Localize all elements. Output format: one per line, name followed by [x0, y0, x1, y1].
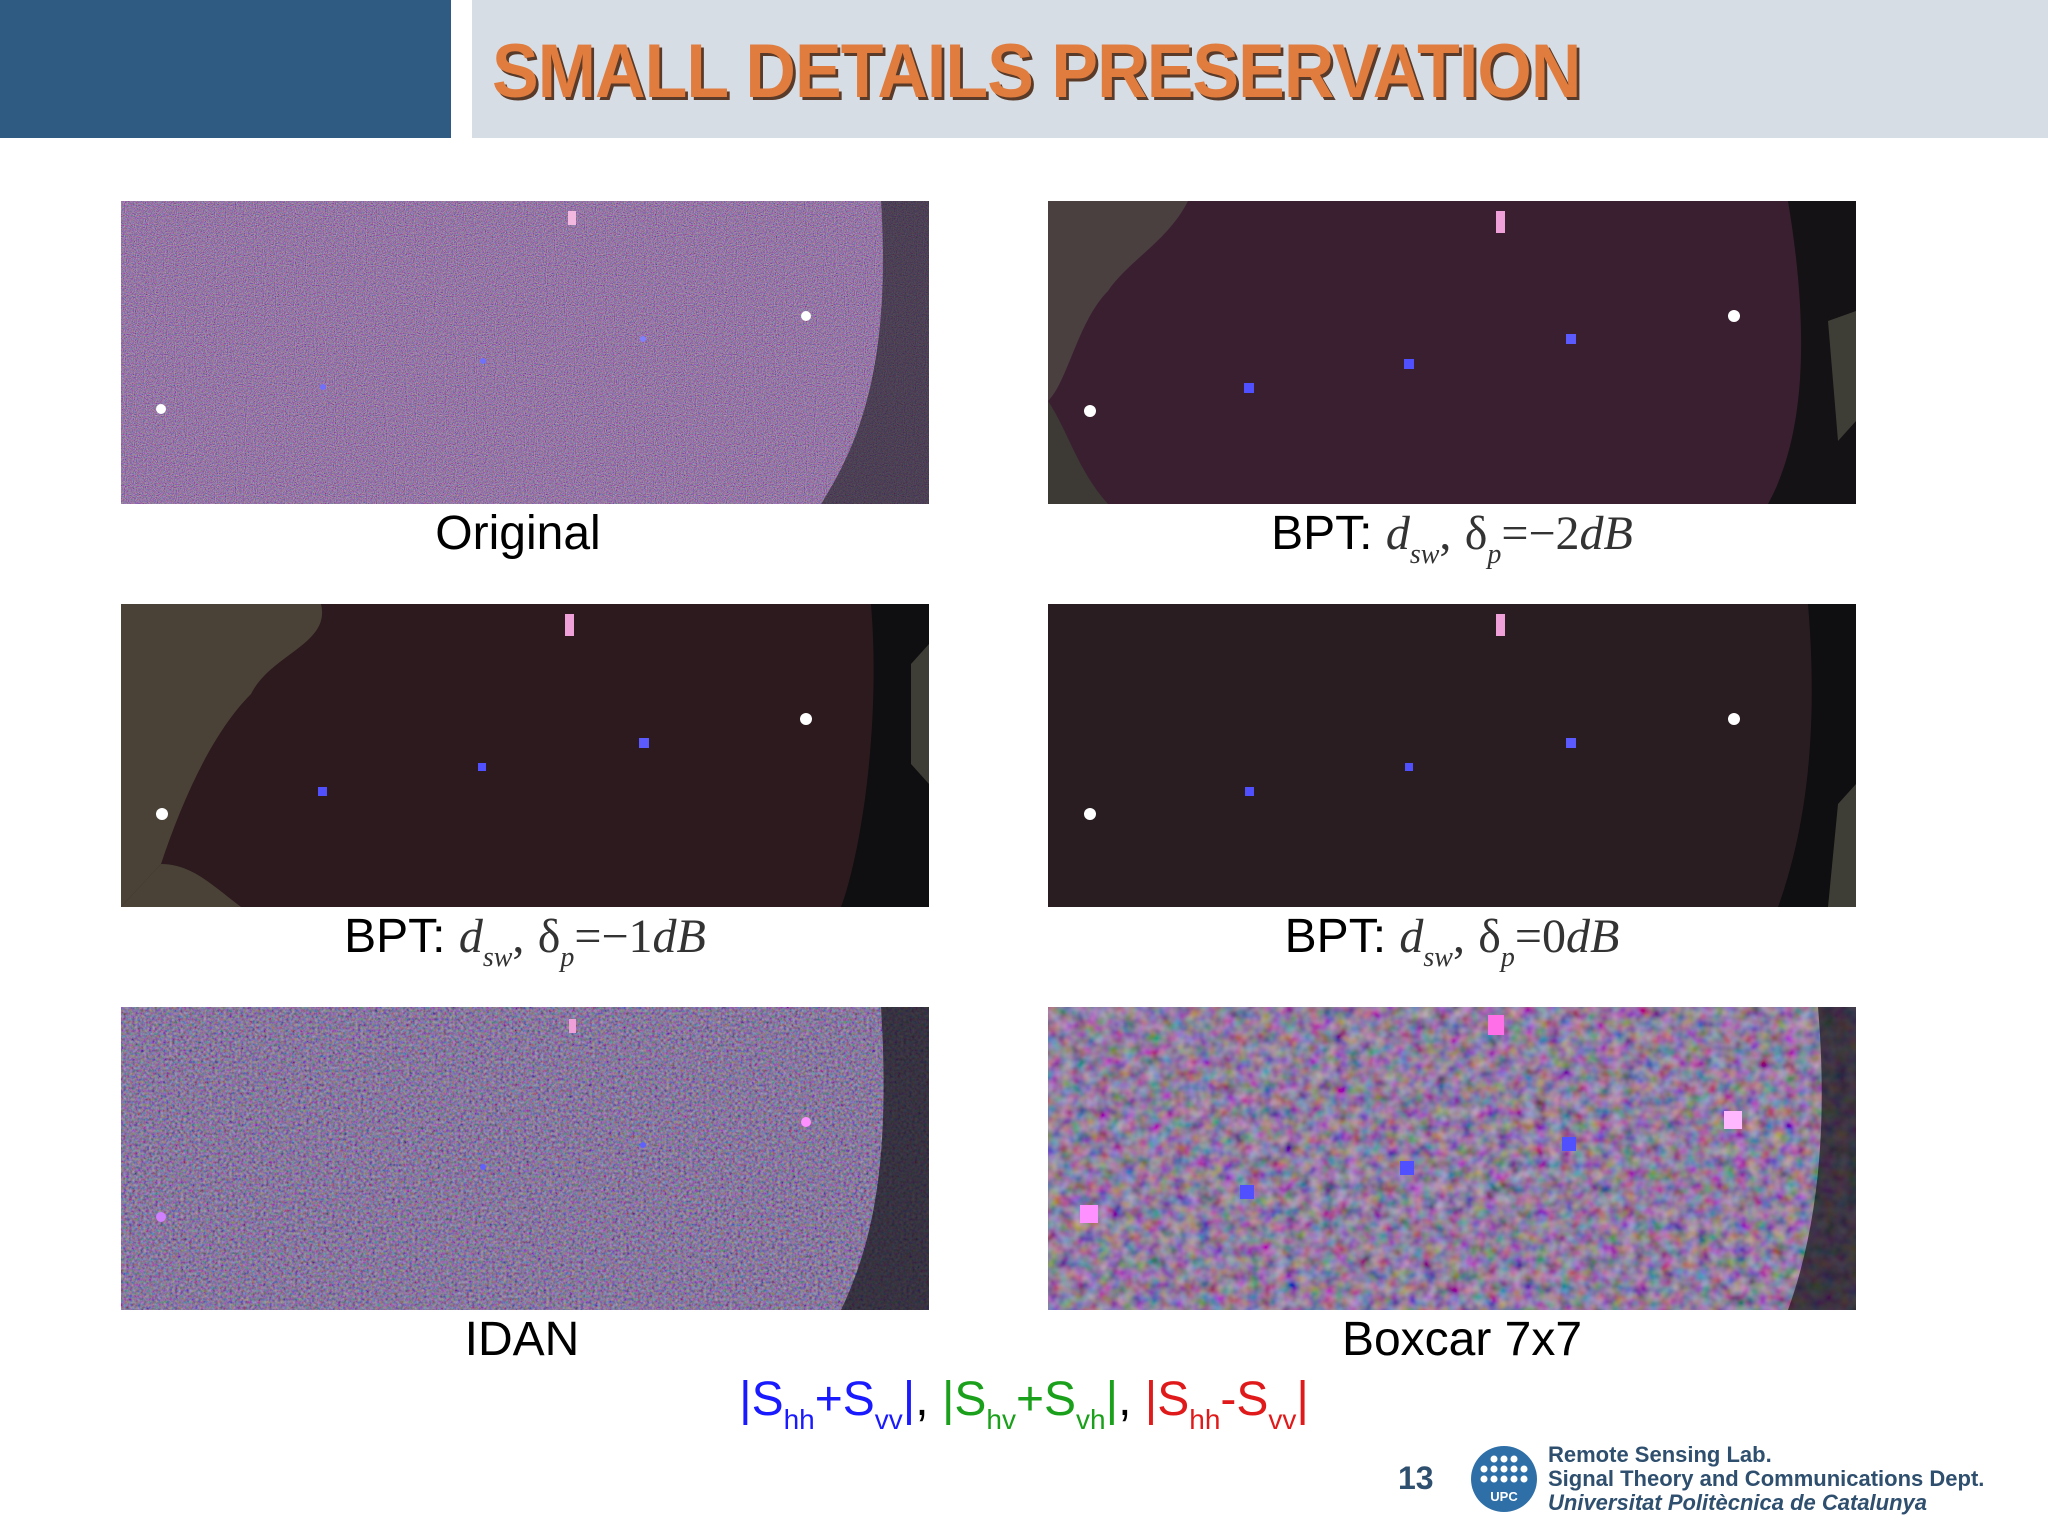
legend-blue-term: |Shh+Svv| — [739, 1373, 916, 1435]
caption-original: Original — [435, 507, 601, 560]
legend-red-term: |Shh-Svv| — [1144, 1373, 1309, 1435]
university-name: Universitat Politècnica de Catalunya — [1548, 1490, 1928, 1515]
image-bpt-minus1 — [121, 604, 929, 907]
lab-name: Remote Sensing Lab. — [1548, 1442, 1772, 1467]
image-boxcar — [1048, 1007, 1856, 1310]
caption-idan: IDAN — [464, 1313, 580, 1366]
upc-logo: UPC — [1470, 1445, 1538, 1513]
image-bpt-0 — [1048, 604, 1856, 907]
image-bpt-minus2 — [1048, 201, 1856, 504]
page-number: 13 — [1398, 1460, 1434, 1496]
svg-text:UPC: UPC — [1490, 1489, 1518, 1504]
polarization-legend: |Shh+Svv|, |Shv+Svh|, |Shh-Svv| — [739, 1373, 1309, 1435]
image-original — [121, 201, 929, 504]
header-left-bar — [0, 0, 451, 138]
image-idan — [121, 1007, 929, 1310]
caption-boxcar: Boxcar 7x7 — [1341, 1313, 1583, 1366]
department-name: Signal Theory and Communications Dept. — [1548, 1466, 1985, 1491]
lab-affiliation: Remote Sensing Lab. Signal Theory and Co… — [1548, 1443, 1984, 1515]
caption-bpt-minus1: BPT: dsw, δp=−1dB — [344, 910, 706, 973]
caption-bpt-minus2: BPT: dsw, δp=−2dB — [1271, 507, 1633, 570]
slide-title: SMALL DETAILS PRESERVATION — [492, 29, 1581, 114]
caption-bpt-0: BPT: dsw, δp=0dB — [1284, 910, 1620, 973]
legend-green-term: |Shv+Svh| — [941, 1373, 1119, 1435]
header-right-bar — [472, 0, 2048, 138]
